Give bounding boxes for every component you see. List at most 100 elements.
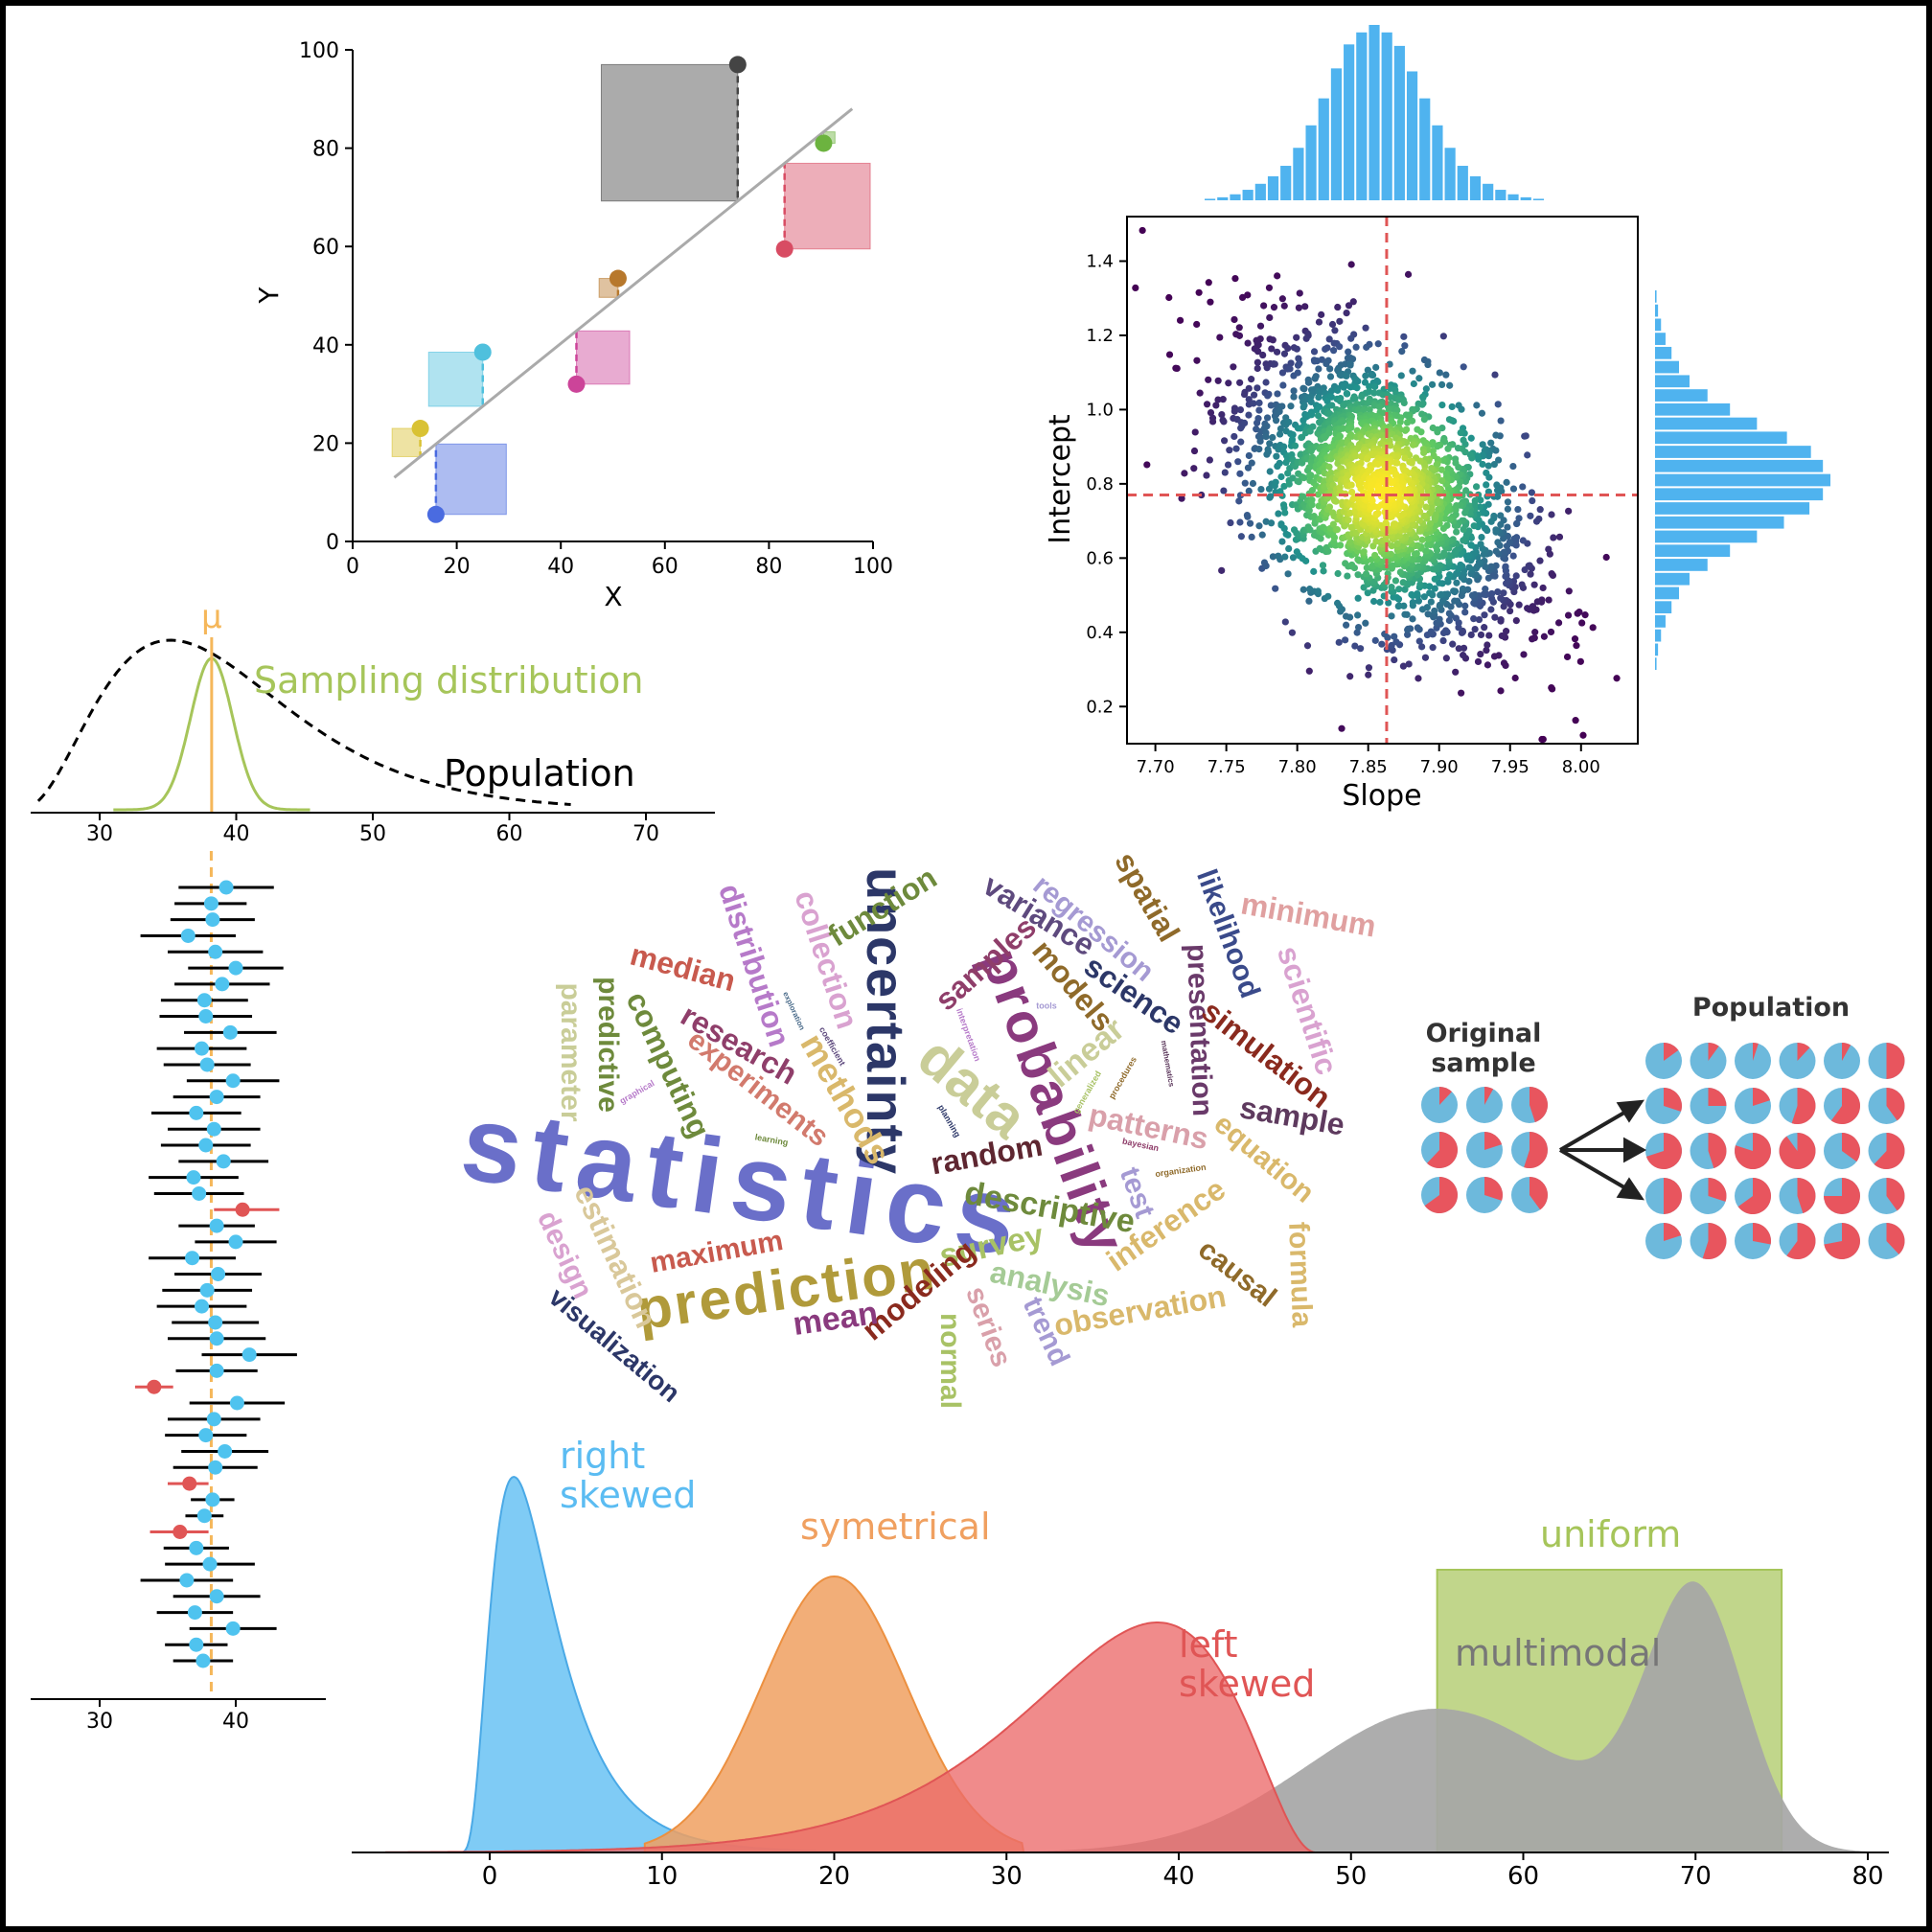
interval-mean-point: [218, 880, 234, 895]
scatter-point: [1281, 618, 1289, 626]
scatter-point: [1426, 519, 1435, 528]
scatter-point: [1280, 443, 1288, 450]
scatter-point: [1530, 581, 1538, 588]
scatter-point: [1438, 466, 1445, 473]
scatter-point: [1278, 402, 1286, 410]
scatter-point: [1301, 303, 1309, 310]
symmetrical-label: symetrical: [800, 1506, 991, 1548]
scatter-point: [1500, 603, 1507, 610]
scatter-point: [1391, 632, 1398, 640]
scatter-point: [1347, 261, 1355, 268]
scatter-point: [1438, 476, 1446, 485]
scatter-point: [1318, 310, 1325, 318]
scatter-point: [1467, 541, 1475, 549]
scatter-point: [1138, 226, 1146, 235]
histogram-bar: [1344, 44, 1355, 201]
histogram-bar: [1655, 346, 1672, 359]
scatter-point: [1363, 455, 1371, 463]
scatter-point: [1331, 327, 1339, 334]
scatter-point: [1343, 372, 1350, 380]
scatter-point: [1545, 545, 1552, 553]
scatter-point: [1370, 389, 1378, 397]
scatter-point: [1269, 553, 1277, 561]
scatter-point: [1500, 535, 1507, 542]
scatter-point: [1241, 479, 1249, 487]
scatter-point: [1363, 343, 1370, 351]
scatter-point: [1266, 313, 1274, 322]
pie-slice-red: [1530, 1087, 1548, 1123]
scatter-point: [1293, 548, 1300, 556]
scatter-point: [1253, 419, 1261, 426]
scatter-point: [1244, 513, 1252, 520]
scatter-point: [1235, 497, 1243, 505]
scatter-point: [1362, 570, 1370, 578]
scatter-point: [1548, 511, 1555, 518]
scatter-point: [1132, 284, 1139, 291]
scatter-point: [1427, 598, 1435, 606]
scatter-point: [1444, 445, 1452, 452]
confidence-intervals-chart: 30 40: [31, 851, 326, 1734]
scatter-point: [1512, 616, 1520, 625]
data-point: [775, 240, 794, 258]
scatter-point: [1279, 381, 1287, 389]
histogram-bar: [1393, 45, 1405, 201]
resample-arrows: [1558, 1099, 1647, 1201]
x-tick-label: 8.00: [1562, 757, 1600, 777]
pie-slice-red: [1664, 1088, 1682, 1112]
pie-slice-red: [1886, 1088, 1905, 1121]
right-skewed-label-line2: skewed: [560, 1474, 696, 1516]
interval-mean-point: [215, 977, 230, 992]
histogram-bar: [1655, 290, 1657, 303]
x-tick-label: 7.90: [1420, 757, 1459, 777]
scatter-point: [1422, 503, 1430, 511]
x-tick-label: 80: [1852, 1862, 1883, 1891]
pie-slice-red: [1424, 1177, 1458, 1213]
interval-mean-point: [195, 1299, 209, 1314]
interval-mean-point: [228, 1234, 243, 1250]
scatter-point: [1437, 591, 1444, 599]
scatter-point: [1500, 589, 1507, 597]
scatter-point: [1494, 587, 1502, 596]
scatter-point: [1315, 365, 1322, 373]
scatter-point: [1483, 646, 1490, 655]
scatter-point: [1419, 394, 1427, 402]
scatter-point: [1352, 452, 1360, 460]
scatter-point: [1382, 519, 1390, 527]
scatter-point: [1269, 433, 1276, 442]
scatter-point: [1521, 432, 1529, 440]
pie-slice-red: [1874, 1133, 1905, 1169]
pie-slice-red: [1753, 1223, 1771, 1245]
scatter-point: [1244, 291, 1252, 299]
scatter-point: [1348, 561, 1356, 569]
interval-mean-point: [198, 1428, 214, 1443]
scatter-point: [1431, 575, 1438, 583]
scatter-point: [1503, 478, 1510, 486]
population-pie: [1868, 1223, 1905, 1259]
scatter-point: [1529, 496, 1536, 505]
scatter-point: [1487, 439, 1495, 447]
scatter-point: [1264, 448, 1273, 456]
x-tick-label: 7.75: [1208, 757, 1246, 777]
scatter-point: [1520, 651, 1528, 658]
uniform-label: uniform: [1540, 1513, 1681, 1555]
multimodal-label: multimodal: [1455, 1632, 1661, 1674]
sample-pie: [1421, 1177, 1458, 1213]
slope-axis-label: Slope: [1342, 779, 1421, 813]
histogram-bar: [1655, 502, 1810, 515]
scatter-point: [1191, 428, 1199, 436]
intervals-axis-ticks: 30 40: [86, 1699, 249, 1734]
interval-mean-point: [185, 1251, 200, 1266]
scatter-point: [1545, 596, 1552, 604]
scatter-point: [1429, 565, 1437, 573]
scatter-point: [1232, 445, 1240, 452]
sample-pie: [1511, 1132, 1549, 1169]
histogram-bar: [1655, 559, 1708, 571]
scatter-point: [1420, 512, 1428, 520]
scatter-point: [1540, 632, 1548, 640]
scatter-point: [1257, 485, 1265, 494]
data-point: [567, 375, 586, 393]
pie-slice-red: [1797, 1043, 1810, 1061]
scatter-point: [1274, 272, 1281, 280]
y-tick-label: 60: [312, 236, 339, 260]
